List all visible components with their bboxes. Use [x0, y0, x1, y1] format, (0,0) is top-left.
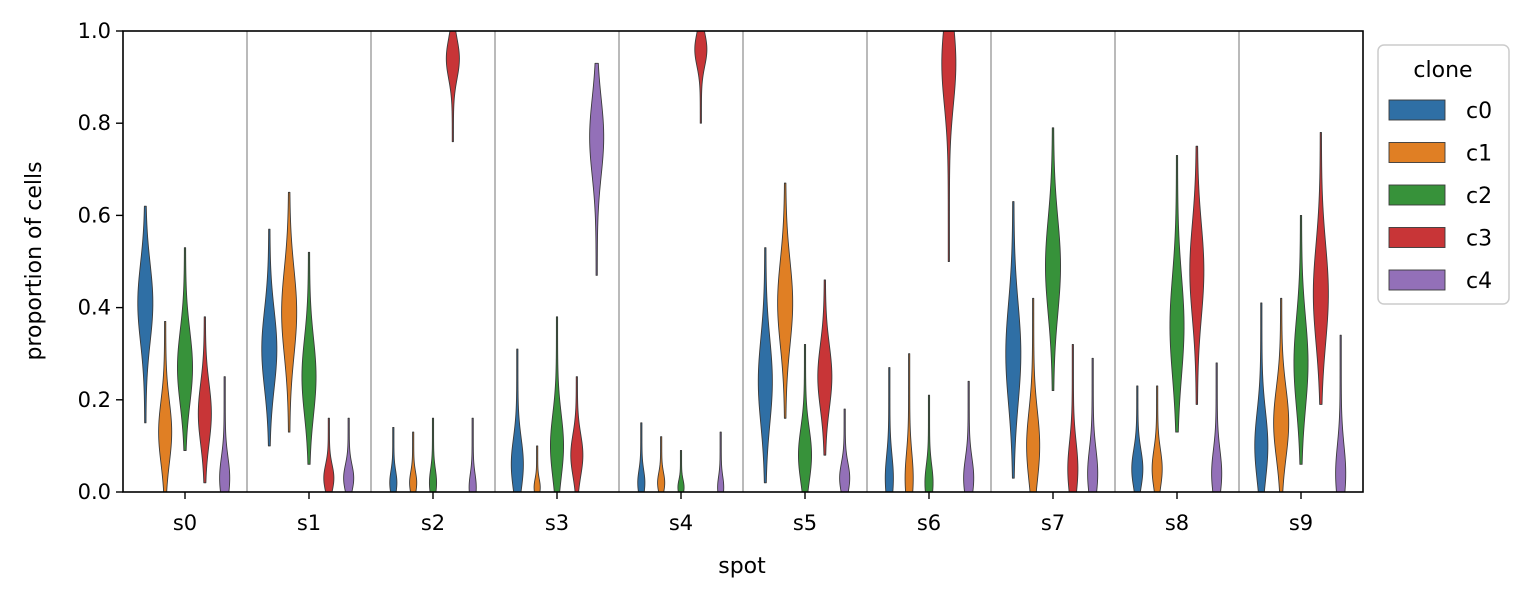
violin-c0-s4: [637, 422, 646, 493]
violin-c3-s9: [1312, 131, 1329, 405]
violin-c3-s5: [817, 279, 833, 456]
violin-c1-s8: [1151, 385, 1163, 493]
violin-c1-s5: [777, 182, 794, 419]
legend-label-c4: c4: [1466, 269, 1492, 294]
violin-c3-s8: [1189, 145, 1205, 405]
x-tick-label-s5: s5: [793, 511, 817, 535]
violin-c2-s8: [1169, 155, 1185, 433]
legend-swatch-c0: [1388, 99, 1446, 121]
legend-label-c1: c1: [1466, 142, 1492, 167]
x-tick-label-s0: s0: [173, 511, 197, 535]
y-tick-label: 0.4: [78, 296, 111, 320]
y-tick-label: 1.0: [78, 19, 111, 43]
violin-c0-s8: [1131, 385, 1144, 493]
x-tick-label-s1: s1: [297, 511, 321, 535]
y-tick-label: 0.8: [78, 111, 111, 135]
violin-c3-s0: [197, 316, 212, 484]
violin-c4-s9: [1335, 334, 1347, 493]
x-axis: s0 s1 s2 s3 s4 s5 s6 s7 s8 s9: [173, 492, 1313, 535]
violin-c0-s1: [261, 228, 278, 447]
violin-c4-s1: [343, 417, 355, 493]
x-tick-label-s7: s7: [1041, 511, 1065, 535]
x-tick-label-s4: s4: [669, 511, 693, 535]
legend-swatch-c3: [1388, 227, 1446, 248]
x-tick-label-s2: s2: [421, 511, 445, 535]
legend-swatch-c4: [1388, 269, 1446, 291]
x-axis-title: spot: [718, 554, 766, 579]
violin-c1-s3: [533, 445, 541, 493]
violin-c2-s0: [177, 247, 193, 451]
violin-c1-s7: [1026, 297, 1041, 493]
violin-c4-s6: [963, 380, 975, 493]
y-tick-label: 0.2: [78, 388, 111, 412]
violin-c2-s7: [1045, 127, 1061, 392]
violin-c4-s4: [717, 431, 725, 493]
violin-c0-s2: [389, 427, 398, 493]
y-tick-label: 0.6: [78, 203, 111, 227]
violin-c4-s0: [219, 376, 231, 493]
legend-title: clone: [1413, 58, 1472, 83]
violin-c3-s3: [570, 376, 584, 493]
violin-c2-s9: [1293, 214, 1309, 465]
violin-c1-s1: [281, 191, 298, 433]
violin-c2-s4: [677, 450, 685, 493]
violin-c0-s5: [757, 247, 773, 484]
violin-c2-s3: [550, 316, 564, 493]
x-tick-label-s3: s3: [545, 511, 569, 535]
x-tick-label-s9: s9: [1289, 511, 1313, 535]
legend[interactable]: clone c0 c1 c2 c3 c4: [1377, 44, 1510, 305]
violin-c4-s3: [589, 62, 605, 276]
legend-swatch-c1: [1388, 142, 1446, 163]
violin-c1-s4: [657, 436, 666, 493]
violin-c1-s0: [158, 320, 173, 493]
violin-c1-s6: [904, 353, 914, 493]
violin-c4-s8: [1211, 362, 1223, 493]
violin-c0-s7: [1005, 201, 1022, 479]
legend-swatch-c2: [1388, 184, 1446, 206]
violin-c4-s5: [839, 408, 851, 493]
violin-c4-s7: [1087, 357, 1099, 493]
violin-c3-s7: [1067, 344, 1079, 493]
legend-label-c0: c0: [1466, 99, 1492, 124]
plot-frame: [122, 30, 1364, 493]
violin-c1-s9: [1273, 297, 1290, 493]
legend-box: [1377, 44, 1510, 305]
violin-c0-s0: [137, 205, 154, 424]
violin-c4-s2: [468, 417, 477, 493]
violin-c0-s3: [510, 348, 524, 493]
violin-c3-s1: [323, 417, 335, 493]
spot-separators: [246, 31, 1240, 492]
legend-label-c3: c3: [1466, 227, 1492, 252]
violins: [137, 30, 1347, 493]
y-axis-title: proportion of cells: [22, 161, 47, 360]
y-axis: 0.0 0.2 0.4 0.6 0.8 1.0: [78, 19, 123, 504]
violin-c2-s5: [798, 344, 812, 493]
legend-label-c2: c2: [1466, 184, 1492, 209]
violin-c2-s2: [428, 417, 438, 493]
violin-c0-s9: [1254, 302, 1269, 493]
violin-c2-s1: [301, 251, 317, 465]
violin-c1-s2: [409, 431, 418, 493]
violin-c2-s6: [924, 394, 934, 493]
x-tick-label-s8: s8: [1165, 511, 1189, 535]
x-tick-label-s6: s6: [917, 511, 941, 535]
y-tick-label: 0.0: [78, 480, 111, 504]
violin-c0-s6: [884, 367, 894, 493]
